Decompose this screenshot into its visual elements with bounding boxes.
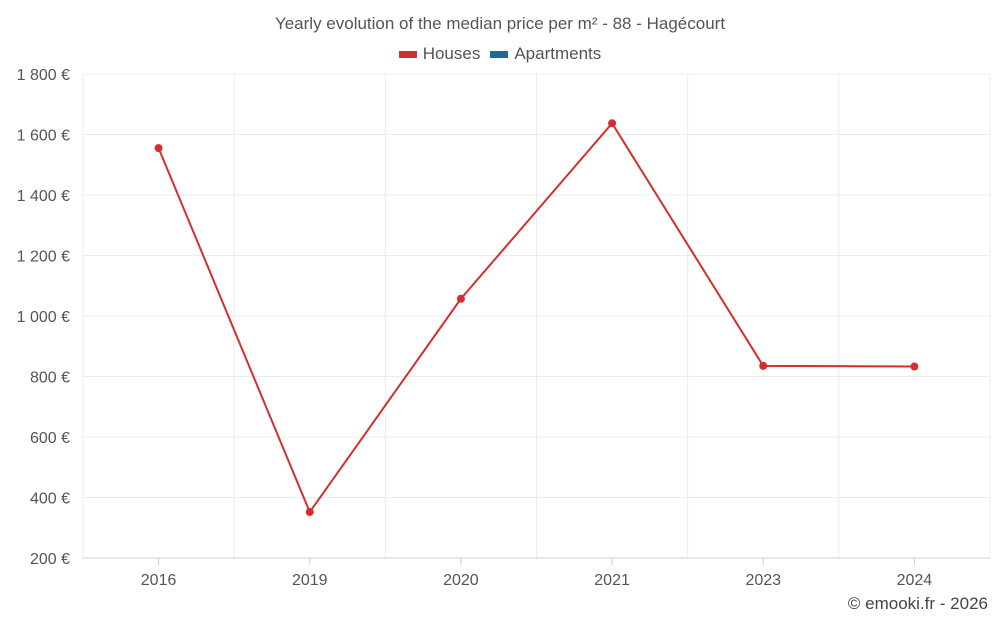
series-line-houses <box>157 122 915 514</box>
data-point <box>759 361 768 370</box>
y-tick-label: 800 € <box>30 370 70 387</box>
y-tick-label: 1 800 € <box>17 67 70 84</box>
y-tick-label: 600 € <box>30 430 70 447</box>
y-tick-label: 1 600 € <box>17 128 70 145</box>
y-tick-label: 1 000 € <box>17 309 70 326</box>
y-tick-label: 1 400 € <box>17 188 70 205</box>
x-tick-label: 2023 <box>745 572 781 589</box>
data-point <box>305 508 314 517</box>
y-tick-label: 200 € <box>30 551 70 568</box>
y-tick-label: 400 € <box>30 491 70 508</box>
data-point <box>910 362 919 371</box>
data-point <box>608 119 617 128</box>
credit-text[interactable]: © emooki.fr - 2026 <box>847 594 988 613</box>
legend-label-houses: Houses <box>422 44 481 63</box>
x-tick-label: 2021 <box>594 572 630 589</box>
x-tick-label: 2024 <box>897 572 933 589</box>
data-point <box>456 294 465 303</box>
legend-swatch-houses <box>398 50 417 58</box>
legend: Houses Apartments <box>0 44 1000 64</box>
x-tick-label: 2016 <box>141 572 177 589</box>
x-tick-label: 2019 <box>292 572 328 589</box>
x-tick-label: 2020 <box>443 572 479 589</box>
legend-item-houses[interactable]: Houses <box>398 44 481 64</box>
data-point <box>154 144 163 153</box>
legend-label-apartments: Apartments <box>514 44 602 63</box>
legend-swatch-apartments <box>490 50 509 58</box>
legend-item-apartments[interactable]: Apartments <box>490 44 601 64</box>
y-tick-label: 1 200 € <box>17 249 70 266</box>
chart-title: Yearly evolution of the median price per… <box>274 14 726 33</box>
